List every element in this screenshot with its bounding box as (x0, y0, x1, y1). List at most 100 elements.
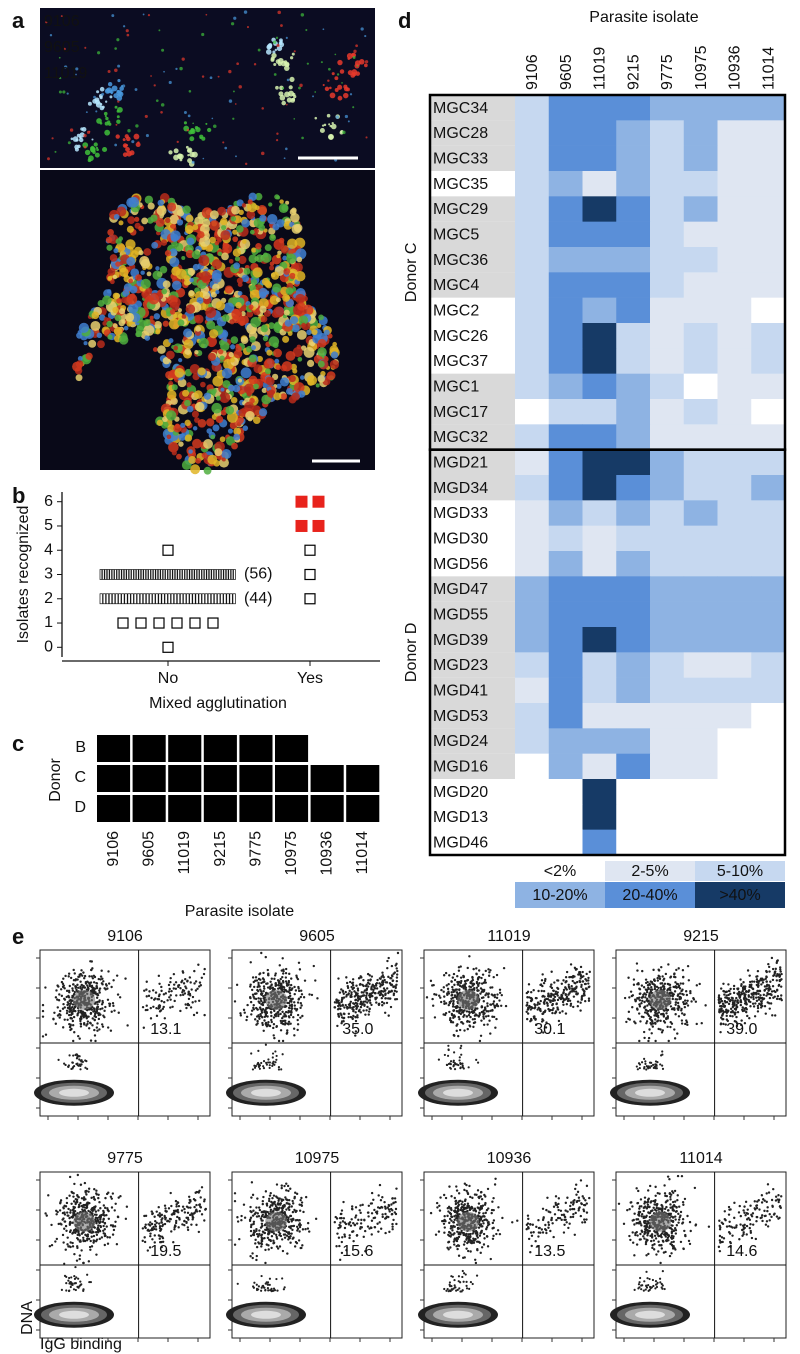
band-marker (170, 569, 173, 580)
micrograph-cell (107, 228, 114, 236)
micrograph-speck (346, 53, 353, 59)
event (557, 1019, 561, 1023)
micrograph-speck (49, 34, 53, 37)
event (635, 1007, 639, 1010)
event (631, 1006, 634, 1009)
event (381, 983, 384, 987)
row-label: MGD23 (433, 657, 488, 674)
event (743, 1009, 746, 1012)
event (290, 988, 293, 992)
micrograph-cell (276, 253, 281, 259)
event (720, 1016, 723, 1019)
heatmap-cell (650, 475, 685, 501)
event (78, 973, 81, 976)
micrograph-cell (166, 434, 172, 440)
heatmap-cell (751, 551, 786, 577)
event (202, 972, 206, 976)
event (288, 986, 291, 989)
heatmap-cell (515, 221, 550, 248)
micrograph-speck (102, 146, 108, 153)
micrograph-speck (131, 140, 135, 144)
heatmap-cell (515, 120, 550, 146)
micrograph-cell (285, 350, 296, 361)
event (285, 1032, 289, 1035)
event (644, 1062, 647, 1065)
micrograph-cell (167, 424, 176, 433)
event (472, 988, 476, 992)
event (452, 1063, 455, 1067)
event (90, 968, 93, 972)
event (167, 990, 171, 993)
event (181, 993, 185, 997)
heatmap-cell (582, 297, 617, 324)
heatmap-cell (683, 297, 718, 324)
heatmap-cell (751, 95, 786, 121)
band-marker (109, 569, 112, 580)
column-label: 9106 (524, 54, 541, 90)
heatmap-cell (616, 500, 651, 526)
event (487, 1014, 490, 1018)
event (97, 977, 100, 981)
event (94, 1039, 97, 1043)
event (233, 1000, 237, 1003)
legend-swatch (515, 882, 605, 908)
event (749, 1005, 752, 1008)
micrograph-cell (198, 254, 210, 266)
band-marker (108, 593, 113, 605)
event (453, 983, 456, 987)
heatmap-cell (683, 753, 718, 780)
event (356, 989, 360, 992)
event (93, 1010, 97, 1013)
event (653, 978, 656, 981)
event (169, 1006, 172, 1009)
micrograph-speck (305, 29, 308, 32)
event (107, 982, 111, 985)
micrograph-cell (234, 256, 241, 262)
event (242, 1008, 246, 1012)
event (89, 1039, 93, 1042)
event (67, 975, 70, 978)
micrograph-cell (272, 223, 280, 231)
micrograph-cell (233, 215, 242, 224)
micrograph-cell (164, 250, 172, 257)
heatmap-cell (650, 601, 685, 628)
band-marker (99, 569, 103, 580)
heatmap-cell (650, 196, 685, 222)
heatmap-cell (616, 449, 651, 476)
event (66, 1001, 69, 1004)
event (99, 1007, 102, 1011)
micrograph-cell (112, 292, 120, 300)
plot-title: 9106 (107, 928, 143, 945)
event (169, 994, 172, 997)
event (167, 983, 171, 987)
event (293, 1007, 297, 1010)
band-marker (112, 593, 116, 605)
event (387, 1014, 390, 1017)
micrograph-cell (123, 325, 129, 331)
event (71, 989, 75, 992)
micrograph-cell (171, 280, 182, 291)
column-label: 10975 (693, 45, 710, 90)
event (84, 980, 88, 984)
heatmap-cell (717, 323, 752, 349)
micrograph-cell (275, 297, 281, 303)
micrograph-cell (317, 338, 327, 348)
heatmap-cell (717, 95, 752, 121)
event (448, 974, 451, 977)
micrograph-cell (209, 220, 220, 231)
heatmap-cell (751, 120, 786, 146)
event (354, 1030, 358, 1033)
event (263, 1019, 266, 1022)
micrograph-speck (344, 114, 349, 119)
event (86, 986, 90, 989)
heatmap-cell (548, 551, 583, 577)
row-label: MGC33 (433, 151, 488, 168)
band-marker (183, 593, 187, 605)
event (75, 1057, 79, 1060)
event (663, 1009, 666, 1012)
heatmap-cell (515, 196, 550, 222)
band-marker (121, 593, 125, 605)
event (243, 1011, 246, 1014)
event (767, 989, 770, 992)
